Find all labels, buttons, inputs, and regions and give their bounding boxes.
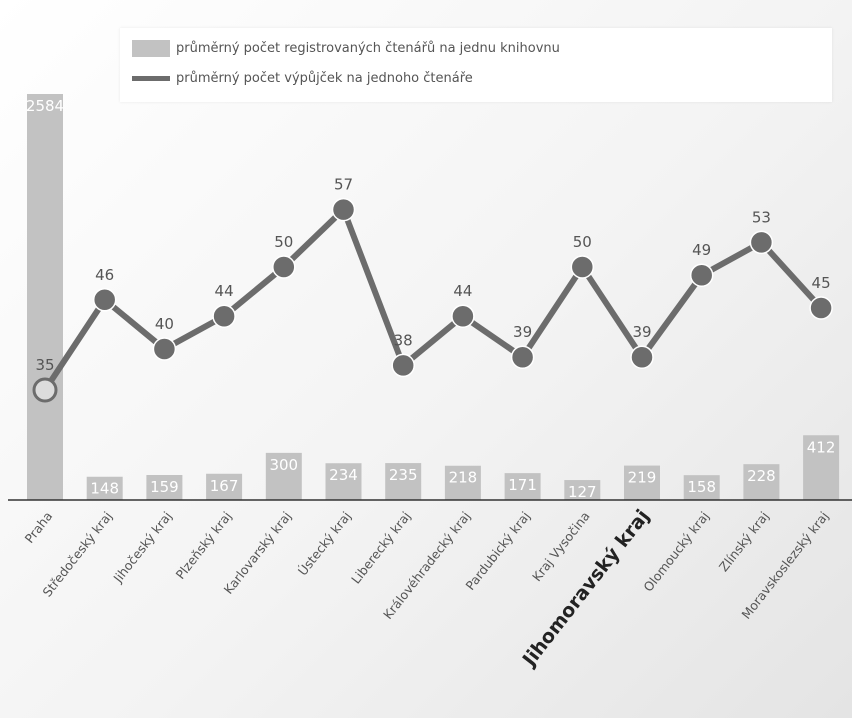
line-point [809, 296, 833, 320]
bar [146, 475, 183, 500]
line-value-label: 39 [632, 323, 651, 341]
bar-value-label: 219 [628, 469, 657, 487]
bar-value-label: 235 [389, 466, 418, 484]
line-point [212, 304, 236, 328]
bar [803, 435, 840, 500]
legend-bar-label: průměrný počet registrovaných čtenářů na… [176, 40, 560, 56]
line-point [689, 263, 714, 287]
bar-series [27, 94, 840, 500]
line-value-label: 44 [215, 282, 234, 300]
line-point [749, 230, 774, 255]
line-value-label: 57 [334, 176, 353, 194]
bar-value-label: 234 [329, 466, 358, 484]
line-value-label: 45 [812, 274, 831, 292]
line-value-label: 49 [692, 241, 711, 259]
line-value-label: 38 [394, 331, 413, 349]
line-value-label: 53 [752, 208, 771, 226]
bar-value-label: 300 [269, 456, 298, 474]
line-value-label: 44 [453, 282, 472, 300]
category-label: Plzeňský kraj [173, 509, 235, 582]
category-label: Ústecký kraj [295, 509, 354, 579]
line-value-labels: 35 46 40 44 50 57 38 44 39 50 39 49 53 45 [35, 176, 830, 374]
category-label: Pardubický kraj [462, 509, 533, 593]
line-point [152, 337, 177, 361]
line-path [42, 206, 824, 392]
legend-item-line: průměrný počet výpůjček na jednoho čtená… [132, 68, 473, 88]
bar [385, 463, 422, 500]
line-series [32, 197, 833, 403]
bar [86, 476, 123, 500]
line-point [391, 353, 415, 378]
line-point [510, 345, 535, 369]
category-label: Zlínský kraj [716, 509, 772, 575]
bar [504, 473, 541, 500]
bar [27, 94, 63, 500]
line-value-label: 50 [573, 233, 592, 251]
category-label: Liberecký kraj [348, 509, 413, 587]
category-label: Praha [22, 509, 56, 546]
legend-item-bars: průměrný počet registrovaných čtenářů na… [132, 38, 560, 58]
bar [743, 464, 780, 500]
bar [564, 480, 601, 500]
line-value-label: 50 [274, 233, 293, 251]
category-label: Karlovarský kraj [221, 509, 295, 597]
bar-value-labels: 2584 148 159 167 300 234 235 218 171 127 219 158 228… [26, 97, 836, 501]
bar [206, 473, 243, 500]
category-label: Jihočeský kraj [110, 509, 175, 586]
legend-line-swatch [132, 75, 170, 81]
bar-value-label: 158 [687, 478, 716, 496]
bar-value-label: 412 [807, 438, 836, 456]
bar-value-label: 218 [449, 469, 478, 487]
bar [624, 465, 660, 500]
bar [444, 465, 481, 500]
bar-value-label: 167 [210, 477, 239, 495]
bar-value-label: 127 [568, 483, 597, 501]
line-value-label: 40 [155, 315, 174, 333]
line-point [272, 255, 296, 279]
bar-value-label: 159 [150, 478, 179, 496]
line-value-label: 46 [95, 266, 114, 284]
line-point [451, 304, 475, 328]
line-value-label: 35 [35, 356, 54, 374]
bar-value-label: 2584 [26, 97, 64, 115]
bar-value-label: 228 [747, 467, 776, 485]
bar [265, 452, 302, 500]
line-point [570, 255, 595, 279]
line-point [331, 197, 356, 222]
legend-bar-swatch [132, 39, 170, 57]
bar [683, 475, 720, 500]
bar-value-label: 148 [90, 480, 119, 498]
category-label: Jihomoravský kraj [517, 506, 654, 672]
line-point [630, 345, 654, 369]
line-point [32, 377, 58, 403]
legend-line-label: průměrný počet výpůjček na jednoho čtená… [176, 70, 473, 86]
line-value-label: 39 [513, 323, 532, 341]
line-point [92, 288, 117, 312]
bar [325, 463, 362, 500]
legend: průměrný počet registrovaných čtenářů na… [120, 28, 832, 102]
bar-value-label: 171 [508, 476, 537, 494]
